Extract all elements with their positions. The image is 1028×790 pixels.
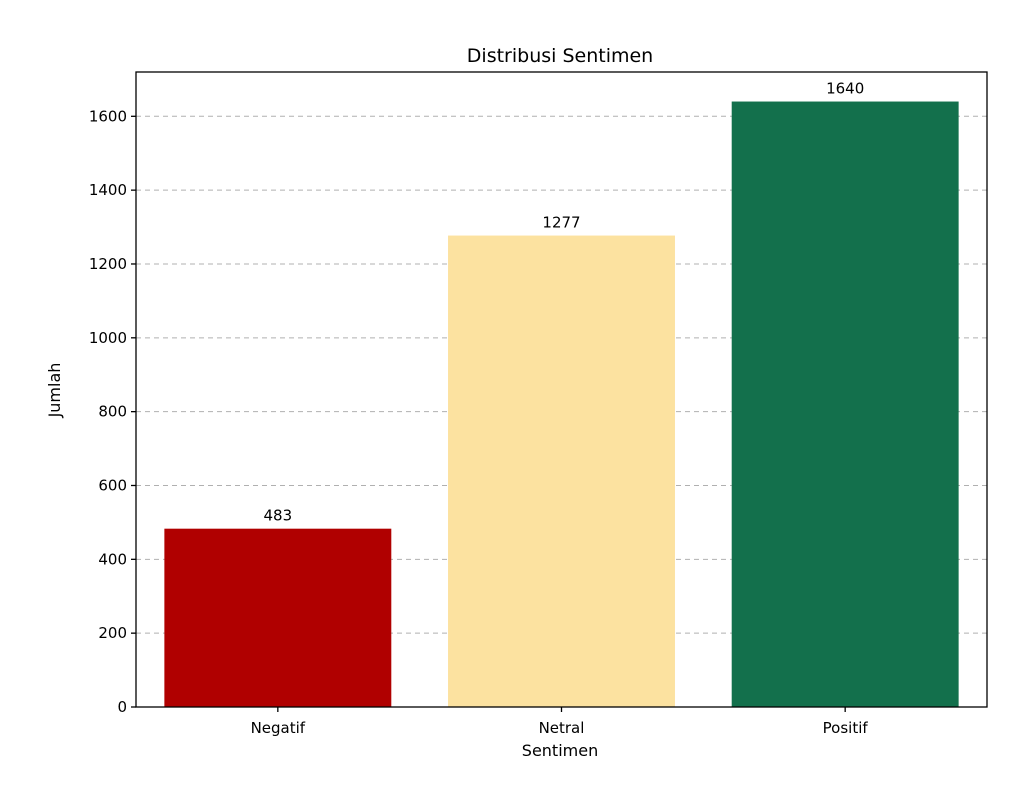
- y-tick-label: 600: [98, 476, 127, 494]
- bars: [164, 101, 959, 707]
- chart-title: Distribusi Sentimen: [467, 45, 653, 67]
- y-tick-label: 1400: [89, 181, 127, 199]
- bar-value-label: 1277: [542, 214, 580, 232]
- x-tick-label: Netral: [539, 719, 585, 737]
- bar-value-labels: 483 1277 1640: [264, 80, 865, 525]
- y-tick-label: 200: [98, 624, 127, 642]
- y-axis-label: Jumlah: [45, 363, 64, 419]
- y-axis-ticks: 0 200 400 600 800 1000 1200 1400 1600: [89, 107, 136, 716]
- x-axis-label: Sentimen: [522, 741, 598, 760]
- bar-value-label: 483: [264, 507, 293, 525]
- y-tick-label: 1200: [89, 255, 127, 273]
- bar-positif: [731, 101, 959, 707]
- y-tick-label: 0: [117, 698, 127, 716]
- bar-negatif: [164, 528, 392, 707]
- y-tick-label: 400: [98, 550, 127, 568]
- y-tick-label: 1000: [89, 329, 127, 347]
- bar-netral: [448, 235, 675, 707]
- x-tick-label: Positif: [823, 719, 869, 737]
- y-tick-label: 1600: [89, 107, 127, 125]
- y-tick-label: 800: [98, 403, 127, 421]
- x-axis-ticks: Negatif Netral Positif: [251, 707, 869, 737]
- bar-value-label: 1640: [826, 80, 864, 98]
- x-tick-label: Negatif: [251, 719, 306, 737]
